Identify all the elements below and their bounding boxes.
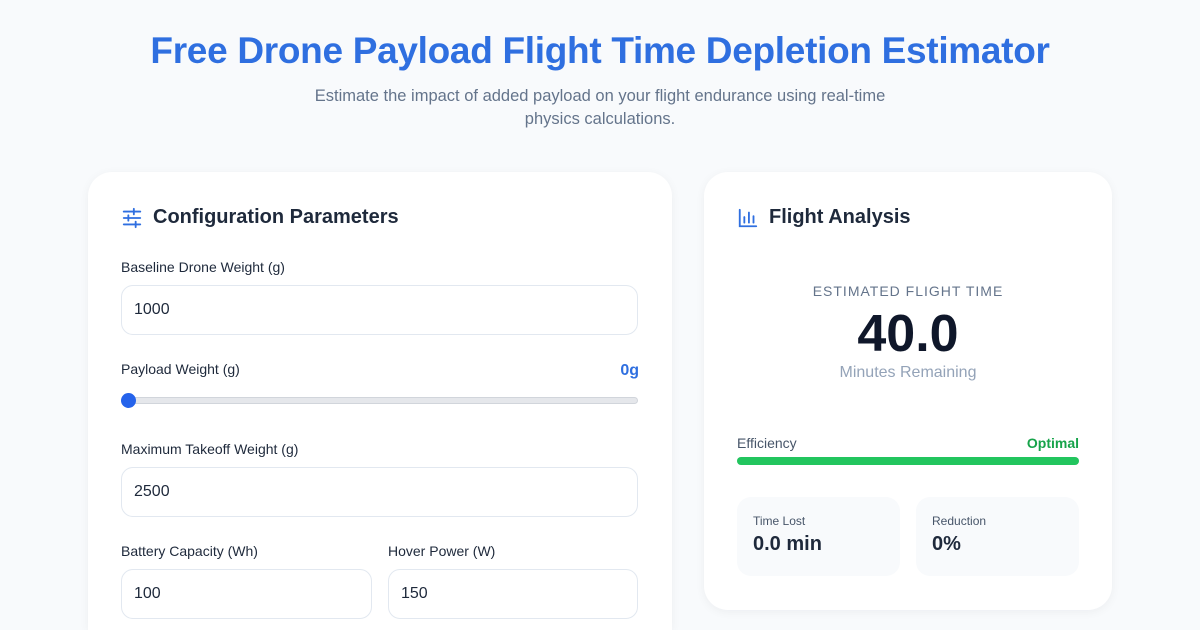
configuration-title: Configuration Parameters [153,206,399,228]
baseline-weight-label: Baseline Drone Weight (g) [121,259,285,275]
flight-analysis-card: Flight Analysis ESTIMATED FLIGHT TIME 40… [704,172,1112,610]
reduction-label: Reduction [932,514,987,528]
hover-power-input[interactable] [388,569,638,619]
efficiency-status: Optimal [1026,435,1079,451]
payload-weight-label: Payload Weight (g) [121,361,240,377]
reduction-stat: Reduction 0% [916,497,1079,576]
baseline-weight-input[interactable] [121,285,638,335]
payload-weight-slider[interactable] [121,397,638,404]
configuration-heading: Configuration Parameters [121,206,399,229]
mtow-input[interactable] [121,467,638,517]
battery-capacity-input[interactable] [121,569,372,619]
page-subtitle: Estimate the impact of added payload on … [314,87,886,128]
analysis-title: Flight Analysis [769,206,911,228]
time-lost-label: Time Lost [753,514,806,528]
efficiency-bar-fill [737,457,1079,465]
time-lost-value: 0.0 min [753,533,822,555]
analysis-heading: Flight Analysis [737,206,911,229]
estimate-label: ESTIMATED FLIGHT TIME [812,283,1004,299]
battery-capacity-label: Battery Capacity (Wh) [121,543,258,559]
hover-power-label: Hover Power (W) [388,543,496,559]
configuration-card: Configuration Parameters Baseline Drone … [88,172,672,630]
estimate-value: 40.0 [857,305,959,363]
reduction-value: 0% [932,533,961,555]
page-title: Free Drone Payload Flight Time Depletion… [150,30,1050,71]
mtow-label: Maximum Takeoff Weight (g) [121,441,299,457]
payload-slider-thumb[interactable] [121,393,136,408]
estimate-unit: Minutes Remaining [839,364,977,381]
time-lost-stat: Time Lost 0.0 min [737,497,900,576]
payload-weight-value: 0g [620,362,639,379]
efficiency-bar [737,457,1079,465]
efficiency-label: Efficiency [737,435,797,451]
bar-chart-icon [738,208,758,227]
sliders-icon [122,207,142,228]
